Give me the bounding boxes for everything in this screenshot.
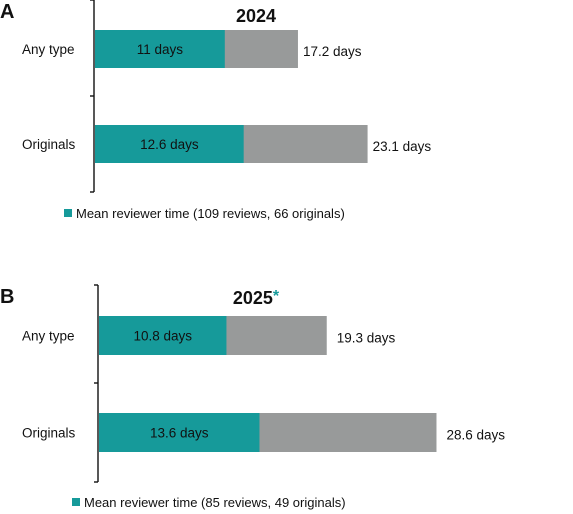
title-marker: * (273, 288, 280, 305)
panel-label: A (0, 1, 14, 23)
total-time-label: 17.2 days (303, 44, 362, 59)
legend-label: Mean reviewer time (109 reviews, 66 orig… (76, 206, 345, 221)
chart-title: 2025* (233, 288, 280, 308)
chart-title-text: 2025 (233, 288, 273, 308)
chart-title: 2024 (236, 6, 276, 26)
reviewer-time-label: 10.8 days (133, 329, 192, 344)
legend-label: Mean reviewer time (85 reviews, 49 origi… (84, 495, 346, 510)
reviewer-time-bar (95, 30, 225, 68)
legend-swatch (64, 209, 72, 217)
legend-swatch (72, 498, 80, 506)
total-time-label: 28.6 days (446, 428, 505, 443)
category-label: Any type (22, 329, 75, 344)
chart-title-text: 2024 (236, 6, 276, 26)
reviewer-time-label: 12.6 days (140, 137, 199, 152)
reviewer-time-label: 11 days (137, 42, 184, 57)
total-time-label: 19.3 days (337, 331, 396, 346)
category-label: Originals (22, 426, 76, 441)
reviewer-time-bar (95, 125, 244, 163)
reviewer-time-label: 13.6 days (150, 426, 209, 441)
total-time-label: 23.1 days (373, 139, 432, 154)
reviewer-time-bar (99, 316, 227, 355)
category-label: Originals (22, 137, 76, 152)
category-label: Any type (22, 42, 75, 57)
reviewer-time-bar (99, 413, 260, 452)
panel-label: B (0, 286, 14, 308)
